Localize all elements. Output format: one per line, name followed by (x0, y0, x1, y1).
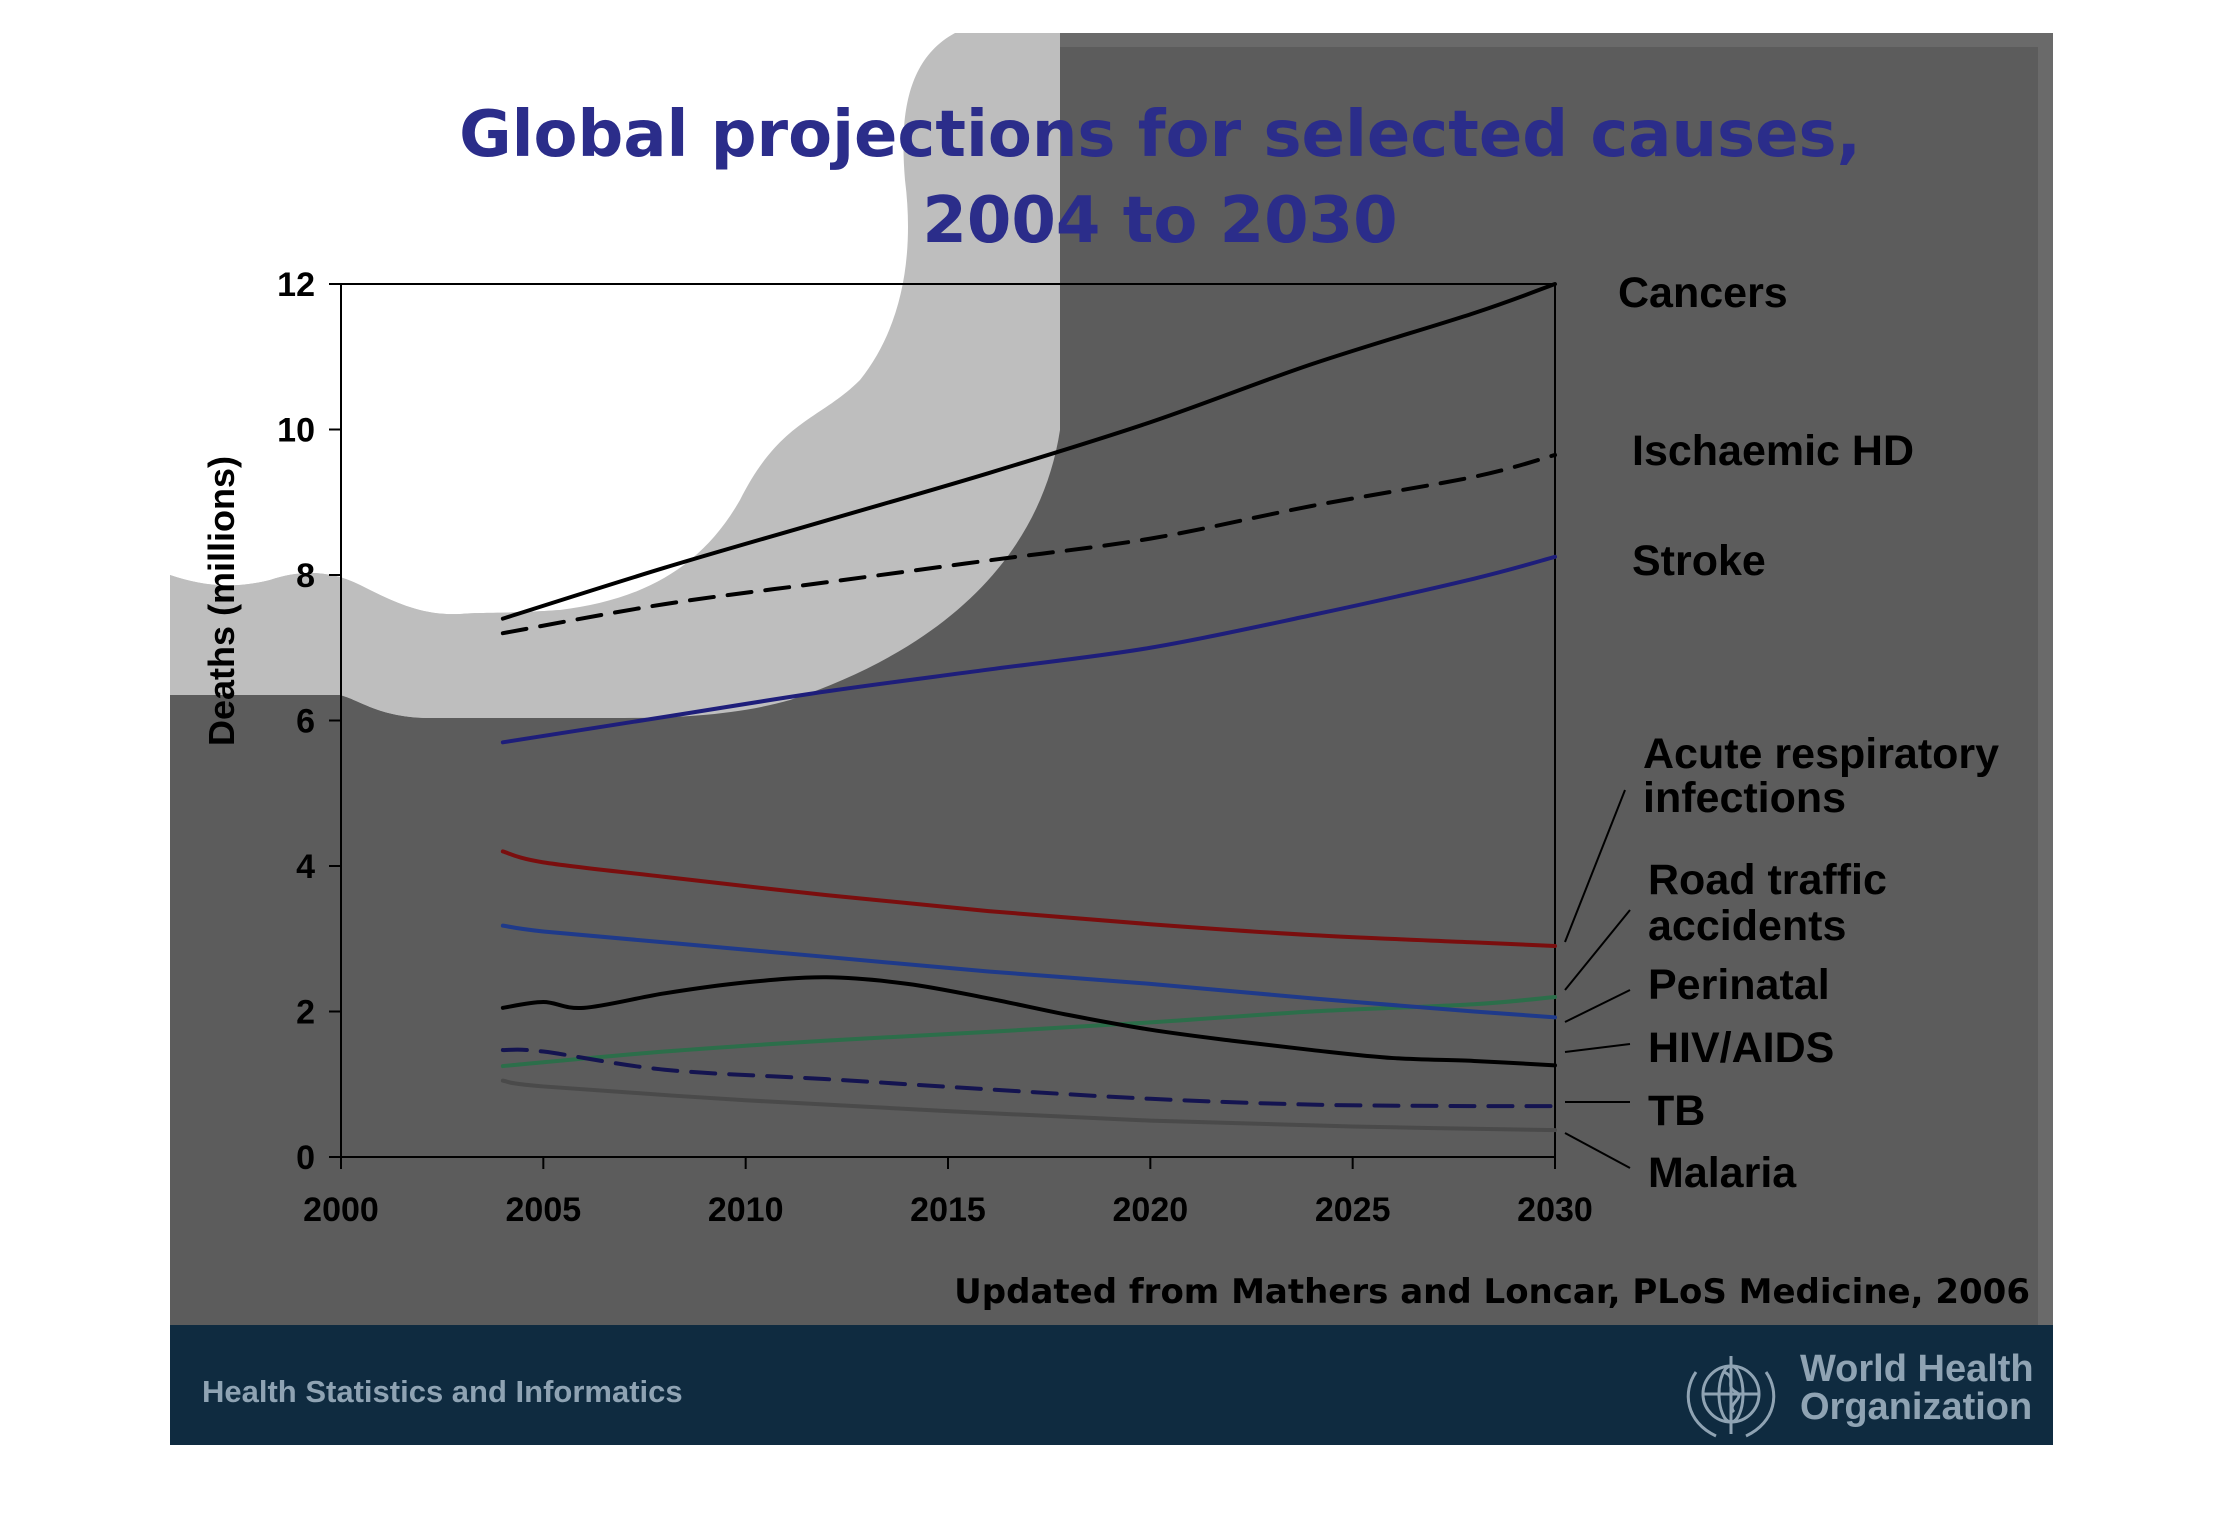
title-line-2: 2004 to 2030 (922, 184, 1398, 258)
x-tick-label: 2020 (1113, 1191, 1189, 1229)
leader-line (1564, 789, 1626, 943)
series-layer (500, 282, 1557, 1133)
label-hiv-aids: HIV/AIDS (1648, 1024, 1835, 1072)
label-cancers: Cancers (1618, 269, 1788, 317)
series-line-cancers (500, 282, 1557, 621)
y-tick-label: 12 (277, 266, 315, 304)
title-line-1: Global projections for selected causes, (459, 98, 1861, 172)
series-line-perinatal (500, 923, 1557, 1020)
x-tick-label: 2030 (1517, 1191, 1593, 1229)
x-tick-label: 2005 (506, 1191, 582, 1229)
label-acute-respiratory-infections: Acute respiratory infections (1643, 730, 2000, 822)
label-stroke: Stroke (1632, 537, 1766, 585)
leader-line (1564, 989, 1631, 1023)
plot-frame (341, 283, 1556, 1157)
leader-line (1564, 1043, 1631, 1053)
label-ischaemic-hd: Ischaemic HD (1632, 427, 1915, 475)
label-malaria: Malaria (1648, 1149, 1797, 1197)
footer-band (170, 1325, 2053, 1445)
x-tick-label: 2010 (708, 1191, 784, 1229)
series-line-tb (500, 1047, 1557, 1109)
y-tick-label: 0 (296, 1139, 315, 1177)
who-wordmark: World Health Organization (1800, 1350, 2034, 1426)
who-line-1: World Health (1800, 1348, 2034, 1390)
y-tick-label: 2 (296, 994, 315, 1032)
y-tick-label: 6 (296, 703, 315, 741)
source-citation: Updated from Mathers and Loncar, PLoS Me… (954, 1272, 2030, 1312)
slide-right-frame (2038, 33, 2053, 1325)
series-line-stroke (500, 554, 1557, 745)
leader-line (1564, 909, 1631, 991)
y-tick-label: 10 (277, 412, 315, 450)
who-line-2: Organization (1800, 1386, 2033, 1428)
footer-department: Health Statistics and Informatics (202, 1374, 683, 1409)
series-line-acute-respiratory-infections (500, 849, 1557, 949)
series-line-malaria (500, 1078, 1557, 1133)
label-leader-lines (1564, 789, 1631, 1169)
axes: 0 2 4 6 8 10 12 2000 2005 2010 2015 2020 2025 2030 (277, 266, 1593, 1229)
y-axis-label: Deaths (millions) (201, 455, 242, 747)
series-line-ischaemic-hd (500, 452, 1557, 636)
leader-line (1564, 1132, 1631, 1169)
y-tick-label: 8 (296, 557, 315, 595)
label-tb: TB (1648, 1087, 1706, 1135)
x-tick-label: 2025 (1315, 1191, 1391, 1229)
slide-top-frame (1060, 33, 2053, 47)
x-tick-label: 2015 (910, 1191, 986, 1229)
chart-title: Global projections for selected causes, … (300, 92, 2020, 264)
series-line-hiv-aids (500, 975, 1557, 1068)
white-swoosh (170, 33, 955, 615)
label-road-traffic-accidents: Road traffic accidents (1648, 856, 1887, 950)
label-perinatal: Perinatal (1648, 961, 1830, 1009)
who-emblem-icon (1686, 1356, 1776, 1438)
x-tick-label: 2000 (303, 1191, 379, 1229)
left-wave-band (170, 573, 650, 718)
y-tick-label: 4 (296, 848, 315, 886)
